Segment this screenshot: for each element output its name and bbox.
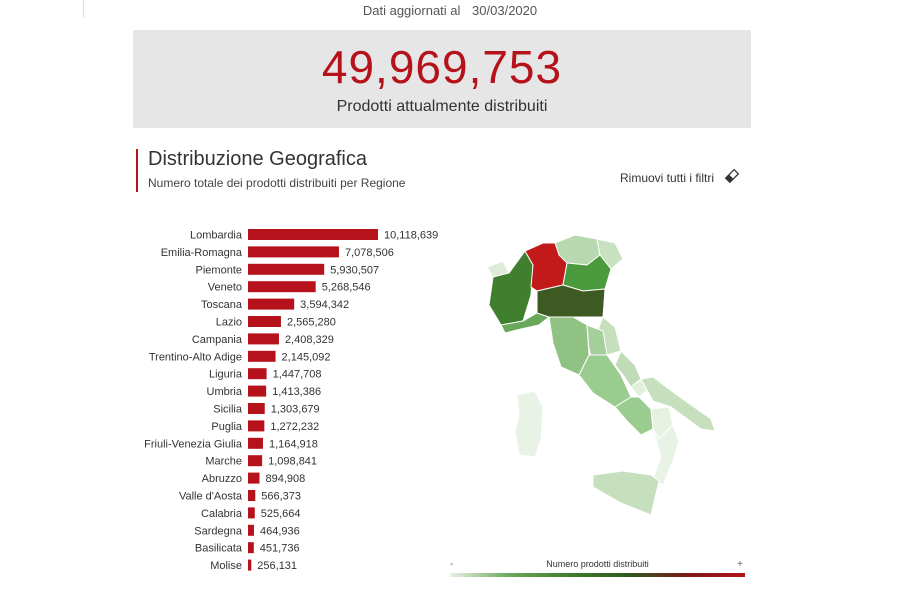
- section-title: Distribuzione Geografica: [148, 148, 367, 170]
- bar-valle-d-aosta[interactable]: [248, 490, 256, 501]
- bar-calabria[interactable]: [248, 507, 255, 519]
- bar-category-label: Lombardia: [190, 230, 243, 242]
- bar-value-label: 1,164,918: [269, 438, 318, 450]
- bar-molise[interactable]: [248, 559, 252, 571]
- bar-category-label: Piemonte: [196, 264, 242, 276]
- italy-region-map[interactable]: [475, 225, 725, 525]
- bar-category-label: Veneto: [208, 282, 242, 294]
- eraser-icon[interactable]: [724, 168, 740, 187]
- bar-value-label: 2,408,329: [285, 334, 334, 346]
- bar-toscana[interactable]: [248, 298, 295, 310]
- bar-umbria[interactable]: [248, 385, 267, 397]
- bar-value-label: 1,272,232: [270, 421, 319, 433]
- bar-value-label: 566,373: [261, 491, 301, 503]
- bar-category-label: Marche: [205, 456, 242, 468]
- bar-category-label: Basilicata: [195, 543, 243, 555]
- bar-category-label: Sardegna: [194, 525, 243, 537]
- map-legend: - Numero prodotti distribuiti +: [450, 559, 745, 581]
- bar-veneto[interactable]: [248, 281, 316, 293]
- bar-value-label: 3,594,342: [300, 299, 349, 311]
- section-subtitle: Numero totale dei prodotti distribuiti p…: [148, 176, 406, 190]
- legend-gradient-bar: [450, 573, 745, 577]
- bar-value-label: 1,447,708: [273, 369, 322, 381]
- bar-value-label: 1,303,679: [271, 404, 320, 416]
- bar-piemonte[interactable]: [248, 263, 325, 275]
- bar-basilicata[interactable]: [248, 542, 254, 554]
- bar-category-label: Friuli-Venezia Giulia: [144, 438, 243, 450]
- map-region-sardegna: [514, 390, 544, 458]
- bar-category-label: Umbria: [207, 386, 243, 398]
- bar-category-label: Trentino-Alto Adige: [149, 351, 242, 363]
- region-bar-chart: Lombardia 10,118,639 Emilia-Romagna 7,078,5…: [144, 229, 438, 572]
- update-info: Dati aggiornati al 30/03/2020: [0, 3, 900, 18]
- bar-value-label: 464,936: [260, 525, 300, 537]
- clear-filters-button[interactable]: Rimuovi tutti i filtri: [620, 168, 740, 187]
- bar-category-label: Emilia-Romagna: [161, 247, 243, 259]
- bar-trentino-alto-adige[interactable]: [248, 350, 276, 362]
- bar-value-label: 10,118,639: [384, 230, 438, 242]
- bar-lombardia[interactable]: [248, 229, 378, 240]
- bar-category-label: Liguria: [209, 369, 243, 381]
- bar-sicilia[interactable]: [248, 403, 265, 414]
- map-region-lazio: [578, 354, 632, 408]
- bar-category-label: Valle d'Aosta: [179, 491, 243, 503]
- update-date: 30/03/2020: [472, 3, 538, 18]
- legend-max-symbol: +: [737, 559, 743, 570]
- bar-campania[interactable]: [248, 333, 279, 345]
- clear-filters-label: Rimuovi tutti i filtri: [620, 170, 715, 185]
- kpi-value: 49,969,753: [321, 41, 563, 93]
- bar-category-label: Sicilia: [213, 404, 243, 416]
- bar-category-label: Molise: [210, 560, 242, 572]
- bar-value-label: 7,078,506: [345, 247, 394, 259]
- bar-value-label: 256,131: [257, 560, 297, 572]
- bar-abruzzo[interactable]: [248, 472, 260, 484]
- bar-value-label: 894,908: [265, 473, 305, 485]
- bar-value-label: 5,930,507: [330, 264, 379, 276]
- divider-line: [83, 0, 84, 18]
- map-region-sicilia: [592, 470, 660, 516]
- bar-value-label: 451,736: [260, 543, 300, 555]
- bar-category-label: Abruzzo: [202, 473, 242, 485]
- map-region-emilia-romagna: [536, 284, 606, 318]
- bar-category-label: Lazio: [216, 317, 242, 329]
- bar-value-label: 5,268,546: [322, 282, 371, 294]
- bar-category-label: Campania: [192, 334, 243, 346]
- bar-value-label: 525,664: [261, 508, 301, 520]
- map-region-liguria: [500, 312, 551, 334]
- bar-marche[interactable]: [248, 455, 263, 467]
- bar-liguria[interactable]: [248, 368, 267, 380]
- map-region-friuli: [596, 238, 624, 270]
- bar-sardegna[interactable]: [248, 524, 254, 536]
- update-label: Dati aggiornati al: [362, 3, 461, 18]
- bar-value-label: 1,098,841: [268, 456, 317, 468]
- bar-value-label: 1,413,386: [272, 386, 321, 398]
- bar-category-label: Toscana: [201, 299, 243, 311]
- kpi-label: Prodotti attualmente distribuiti: [336, 98, 548, 115]
- map-region-piemonte: [488, 250, 534, 326]
- bar-lazio[interactable]: [248, 316, 281, 327]
- bar-category-label: Calabria: [201, 508, 243, 520]
- bar-puglia[interactable]: [248, 420, 265, 432]
- bar-friuli-venezia-giulia[interactable]: [248, 437, 263, 449]
- section-accent-bar: [136, 149, 138, 192]
- map-region-puglia: [640, 376, 716, 432]
- map-region-calabria: [652, 424, 680, 486]
- legend-title: Numero prodotti distribuiti: [546, 559, 649, 569]
- bar-emilia-romagna[interactable]: [248, 246, 339, 258]
- bar-value-label: 2,145,092: [282, 351, 331, 363]
- bar-category-label: Puglia: [211, 421, 242, 433]
- bar-value-label: 2,565,280: [287, 317, 336, 329]
- legend-min-symbol: -: [450, 559, 454, 570]
- kpi-card: 49,969,753 Prodotti attualmente distribu…: [133, 30, 751, 128]
